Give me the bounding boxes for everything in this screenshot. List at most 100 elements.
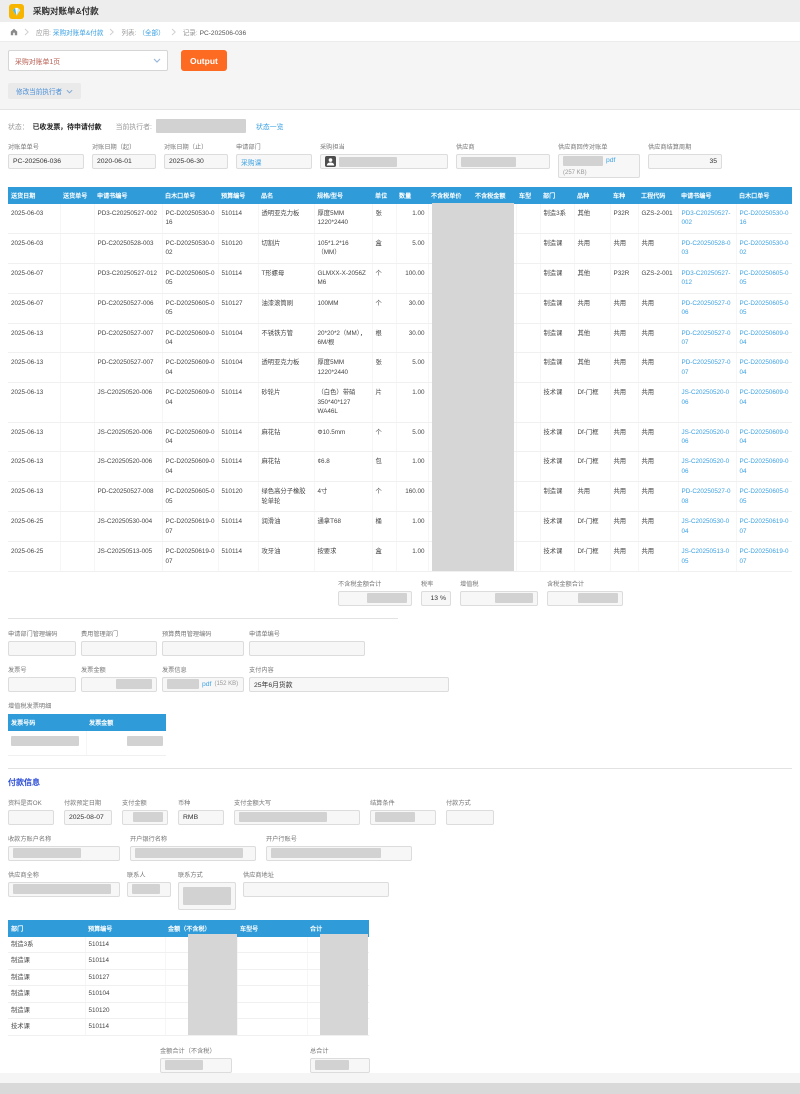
- supplier-input[interactable]: [456, 154, 550, 169]
- table-cell: 160.00: [396, 481, 429, 513]
- table-cell: 砂轮片: [258, 382, 315, 423]
- table-cell: 盒: [372, 541, 397, 572]
- tax_rate-input[interactable]: 13 %: [421, 590, 451, 606]
- req_form_no-input[interactable]: [249, 640, 365, 656]
- mgmt_code-input[interactable]: [8, 640, 76, 656]
- redacted-value: [13, 884, 111, 895]
- record-link-cell[interactable]: JS-C20250520-006: [678, 382, 737, 423]
- record-link-cell[interactable]: PC-D20250605-005: [736, 481, 792, 513]
- record-link-cell[interactable]: PD3-C20250527-012: [678, 263, 737, 294]
- supplier_full-input[interactable]: [8, 881, 120, 897]
- pay_method-input[interactable]: [446, 809, 494, 825]
- breadcrumb-list-value[interactable]: （全部）: [138, 29, 165, 37]
- field-cost_dept: 费用管理部门: [81, 629, 157, 656]
- bank_name-input[interactable]: [130, 845, 256, 861]
- payee_name-input[interactable]: [8, 845, 120, 861]
- record-link-cell[interactable]: JS-C20250520-006: [678, 422, 737, 453]
- pay_amt-input[interactable]: [122, 809, 168, 825]
- record-link-cell[interactable]: PC-D20250605-005: [736, 293, 792, 324]
- bank_acct-label: 开户行账号: [266, 835, 297, 843]
- table-row: 2025-06-13 PD-C20250527-008 PC-D20250605-0…: [8, 481, 792, 513]
- table-cell: [60, 422, 95, 453]
- column-header: 车型: [516, 187, 540, 204]
- record-link-cell[interactable]: PC-D20250609-004: [736, 422, 792, 453]
- budget_code-input[interactable]: [162, 640, 244, 656]
- sum_inc-input[interactable]: [547, 590, 623, 606]
- total_ex-input[interactable]: [160, 1057, 232, 1073]
- pay_content-input[interactable]: 25年6月货款: [249, 676, 449, 692]
- record-link-cell[interactable]: PC-D20250530-002: [736, 233, 792, 264]
- contact-input[interactable]: [127, 881, 171, 897]
- record-link-cell[interactable]: JS-C20250530-004: [678, 511, 737, 543]
- view-select[interactable]: 采购对账单1页: [8, 50, 168, 71]
- amt_words-input[interactable]: [234, 809, 360, 825]
- record-link-cell[interactable]: PD-C20250527-006: [678, 293, 737, 324]
- record-link-cell[interactable]: PC-D20250530-016: [736, 204, 792, 234]
- table-cell: 制造课: [540, 352, 575, 384]
- table-cell: 5.00: [396, 233, 429, 264]
- inv_info-input[interactable]: pdf (152 KB): [162, 676, 244, 692]
- record-link-cell[interactable]: PD-C20250528-003: [678, 233, 737, 264]
- buyer-input[interactable]: [320, 154, 448, 169]
- table-cell: Df-门框: [574, 541, 611, 572]
- bank_acct-input[interactable]: [266, 845, 412, 861]
- vat-input[interactable]: [460, 590, 538, 606]
- record-link-cell[interactable]: PD-C20250527-008: [678, 481, 737, 513]
- table-cell: 共用: [638, 541, 679, 572]
- currency-input[interactable]: RMB: [178, 809, 224, 825]
- record-link-cell[interactable]: PD-C20250527-007: [678, 323, 737, 354]
- breadcrumb-app-value[interactable]: 采购对账单&付款: [52, 29, 104, 37]
- output-button[interactable]: Output: [181, 50, 227, 71]
- record-link-cell[interactable]: PC-D20250619-007: [736, 511, 792, 543]
- record-link-cell[interactable]: PC-D20250609-004: [736, 323, 792, 354]
- record-link-cell[interactable]: PD3-C20250527-002: [678, 204, 737, 234]
- breadcrumb-app-link[interactable]: 应用: 采购对账单&付款: [36, 27, 103, 37]
- record-link-cell[interactable]: PD-C20250527-007: [678, 352, 737, 384]
- cost_dept-input[interactable]: [81, 640, 157, 656]
- table-cell: 30.00: [396, 293, 429, 324]
- req_dept-input[interactable]: 采购课: [236, 154, 312, 169]
- date_to-value: 2025-06-30: [169, 158, 204, 165]
- inv_info-pdf-link[interactable]: pdf: [202, 680, 212, 688]
- supplier_addr-input[interactable]: [243, 881, 389, 897]
- breadcrumb-list-link[interactable]: 列表: （全部）: [121, 27, 164, 37]
- date_to-input[interactable]: 2025-06-30: [164, 154, 228, 169]
- table-cell: [516, 233, 541, 264]
- table-cell: Df-门框: [574, 511, 611, 543]
- column-header: 白木口单号: [162, 187, 218, 204]
- sum_ex-input[interactable]: [338, 590, 412, 606]
- record-link-cell[interactable]: PC-D20250609-004: [736, 451, 792, 483]
- pay_date-input[interactable]: 2025-08-07: [64, 809, 112, 825]
- record-link-cell[interactable]: PC-D20250605-005: [736, 263, 792, 294]
- data_ok-input[interactable]: [8, 809, 54, 825]
- data_ok-label: 资料是否OK: [8, 799, 42, 807]
- statement-pdf-link[interactable]: pdf: [606, 157, 616, 165]
- table-row: [8, 730, 166, 756]
- inv_no-input[interactable]: [8, 676, 76, 692]
- top-bar: 采购对账单&付款: [0, 0, 800, 22]
- table-cell: 共用: [638, 233, 679, 264]
- cycle-input[interactable]: 35: [648, 154, 722, 169]
- inv_amt-input[interactable]: [81, 676, 157, 692]
- column-header: 规格/型号: [314, 187, 372, 204]
- table-cell: GZS-2-001: [638, 263, 679, 294]
- home-icon[interactable]: [10, 28, 18, 36]
- statement-input[interactable]: pdf (257 KB): [558, 154, 640, 178]
- field-inv_info: 发票信息 pdf (152 KB): [162, 665, 244, 692]
- contact_way-input[interactable]: [178, 881, 236, 910]
- chevron-right-icon: [109, 28, 115, 36]
- req_dept-value[interactable]: 采购课: [241, 159, 262, 167]
- change-executor-button[interactable]: 修改当前执行者: [8, 83, 82, 99]
- status-overview-link[interactable]: 状态一览: [255, 124, 284, 131]
- record-link-cell[interactable]: JS-C20250520-006: [678, 451, 737, 483]
- grand_total-input[interactable]: [310, 1057, 370, 1073]
- bill_no-input[interactable]: PC-202506-036: [8, 154, 84, 169]
- record-link-cell[interactable]: PC-D20250609-004: [736, 382, 792, 423]
- field-settle_cond: 结算条件: [370, 798, 436, 825]
- date_from-input[interactable]: 2020-06-01: [92, 154, 156, 169]
- record-link-cell[interactable]: PC-D20250609-004: [736, 352, 792, 384]
- record-link-cell[interactable]: PC-D20250619-007: [736, 541, 792, 572]
- record-link-cell[interactable]: JS-C20250513-005: [678, 541, 737, 572]
- settle_cond-input[interactable]: [370, 809, 436, 825]
- redacted-dept-amounts: [188, 933, 237, 1035]
